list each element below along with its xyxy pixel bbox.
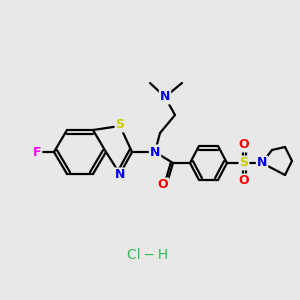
Text: N: N	[115, 169, 125, 182]
Text: N: N	[160, 91, 170, 103]
Text: O: O	[158, 178, 168, 191]
Text: Cl − H: Cl − H	[128, 248, 169, 262]
Text: S: S	[116, 118, 124, 131]
Text: N: N	[257, 157, 267, 169]
Text: N: N	[150, 146, 160, 158]
Text: F: F	[33, 146, 41, 158]
Text: O: O	[239, 175, 249, 188]
Text: S: S	[239, 157, 248, 169]
Text: O: O	[239, 139, 249, 152]
